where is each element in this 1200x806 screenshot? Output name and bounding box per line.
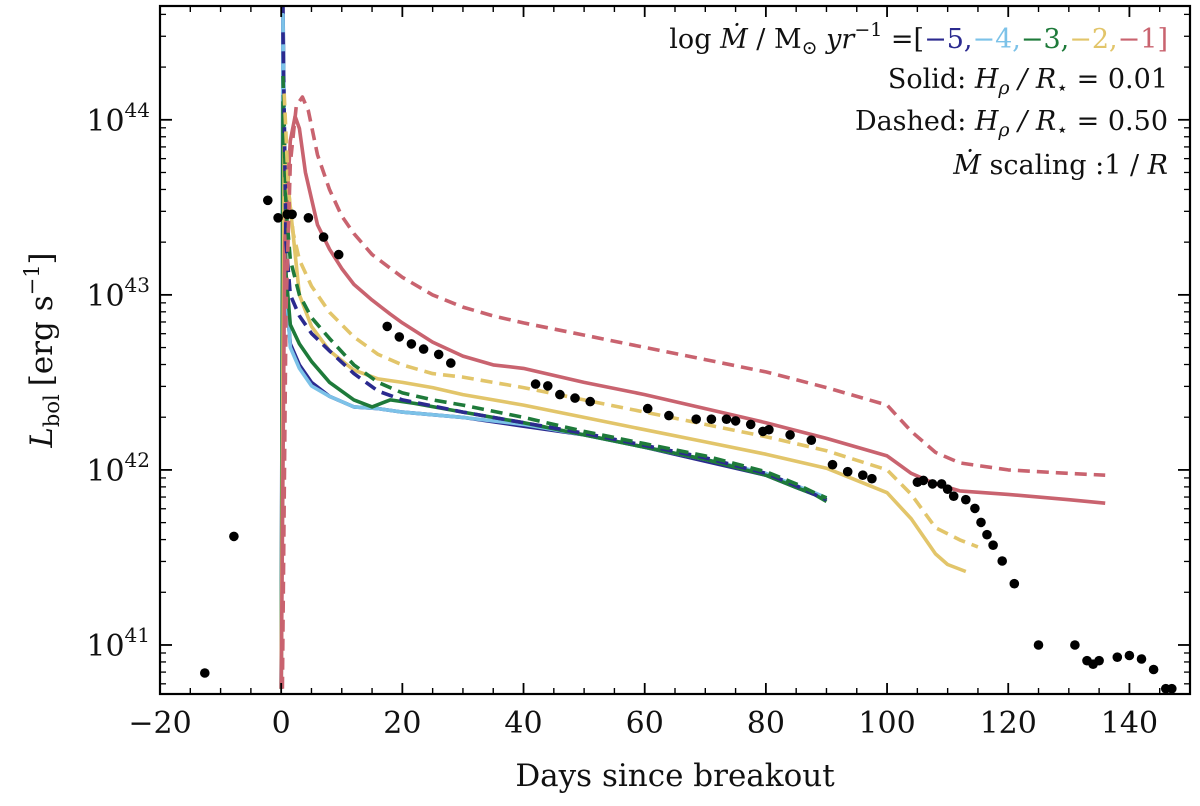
observation-point [785, 430, 795, 440]
axis-ticks: −20 0 20 40 60 80 100 120 140 1041 1042 1043 1044 [86, 6, 1191, 741]
observation-point [1094, 655, 1104, 666]
observation-point [764, 424, 774, 435]
series-line-2 [279, 100, 828, 689]
observation-point [1124, 650, 1135, 661]
observation-point [543, 381, 553, 391]
x-tick-label: 120 [980, 706, 1037, 741]
legend-mdot-line: log Ṁ / M⊙ yr−1 =[−5,−4,−3,−2,−1] [669, 19, 1168, 59]
observation-point [382, 321, 393, 332]
x-tick-label: 100 [858, 706, 915, 741]
observation-point [997, 556, 1007, 566]
legend-scaling-line: Ṁ scaling :1 / R [952, 148, 1168, 181]
x-tick-label: 60 [626, 706, 664, 741]
observation-points [200, 195, 1177, 694]
series-line-5 [281, 32, 828, 502]
observation-point [287, 209, 297, 220]
observation-point [691, 414, 701, 425]
legend-mdot-minus1: −1 [1118, 24, 1158, 55]
series-line-1 [279, 13, 828, 689]
observation-point [433, 349, 444, 360]
observation-point [867, 473, 877, 484]
observation-point [982, 529, 992, 540]
x-tick-label: 140 [1101, 706, 1158, 741]
observation-point [721, 414, 732, 425]
observation-point [988, 540, 998, 550]
series-layer [279, 6, 1106, 689]
observation-point [303, 213, 314, 223]
observation-point [842, 466, 853, 477]
observation-point [706, 414, 717, 425]
observation-point [1112, 652, 1123, 662]
observation-point [927, 479, 938, 489]
svg-text:Lbol[erg s−1]: Lbol [erg s−1] [20, 252, 64, 448]
observation-point [273, 213, 283, 223]
observation-point [530, 379, 541, 389]
observation-point [806, 435, 817, 446]
x-tick-label: 20 [383, 706, 421, 741]
observation-point [664, 410, 674, 421]
observation-point [418, 344, 429, 354]
x-tick-label: 80 [747, 706, 785, 741]
x-tick-label: 0 [272, 706, 291, 741]
y-axis-title-units-close: ] [24, 252, 60, 264]
series-line-0 [279, 6, 828, 689]
observation-point [585, 396, 595, 407]
x-axis-title: Days since breakout [515, 758, 835, 794]
observation-point [406, 339, 417, 349]
observation-point [827, 459, 838, 470]
legend-mdot-minus4: −4, [972, 24, 1020, 55]
y-axis-title-units-exponent: −1 [20, 264, 44, 295]
observation-point [229, 531, 239, 542]
observation-point [1148, 664, 1159, 675]
observation-point [948, 491, 959, 502]
legend-mdot-minus3: −3, [1021, 24, 1069, 55]
y-axis-title-symbol: L [24, 427, 60, 449]
legend: log Ṁ / M⊙ yr−1 =[−5,−4,−3,−2,−1] Solid:… [669, 19, 1168, 181]
observation-point [263, 195, 273, 206]
observation-point [858, 470, 868, 481]
observation-point [970, 503, 980, 514]
observation-point [918, 475, 929, 486]
legend-solid-line: Solid: Hρ / R⋆ = 0.01 [888, 64, 1168, 99]
legend-mdot-minus2: −2, [1069, 24, 1117, 55]
plot-area: −20 0 20 40 60 80 100 120 140 1041 1042 1043 1044 [86, 4, 1192, 741]
observation-point [1009, 578, 1020, 589]
legend-dashed-line: Dashed: Hρ / R⋆ = 0.50 [855, 106, 1168, 141]
y-tick-label: 1044 [86, 98, 150, 139]
observation-point [1033, 640, 1044, 650]
y-axis-title-units: [erg s [24, 295, 60, 386]
x-tick-label: −20 [128, 706, 191, 741]
series-line-6 [281, 75, 828, 500]
series-line-7 [282, 93, 979, 549]
y-axis-title: Lbol [erg s−1] [20, 252, 64, 448]
observation-point [730, 416, 741, 426]
observation-point [1167, 683, 1177, 694]
y-axis-title-subscript: bol [40, 394, 64, 427]
series-line-3 [279, 144, 967, 689]
observation-point [333, 249, 344, 260]
observation-point [976, 517, 986, 528]
observation-point [570, 393, 580, 403]
legend-mdot-minus5: −5, [924, 24, 972, 55]
observation-point [318, 232, 329, 242]
observation-point [745, 419, 756, 430]
observation-point [642, 403, 653, 414]
observation-point [555, 389, 565, 400]
observation-point [1136, 654, 1147, 664]
x-tick-label: 40 [504, 706, 542, 741]
observation-point [200, 668, 210, 678]
series-line-4 [279, 114, 1106, 689]
observation-point [394, 332, 405, 342]
observation-point [942, 484, 953, 495]
y-tick-label: 1041 [86, 623, 150, 664]
observation-point [961, 494, 971, 505]
y-tick-label: 1042 [86, 448, 150, 489]
y-tick-label: 1043 [86, 273, 150, 314]
observation-point [1070, 640, 1080, 650]
observation-point [446, 358, 456, 368]
